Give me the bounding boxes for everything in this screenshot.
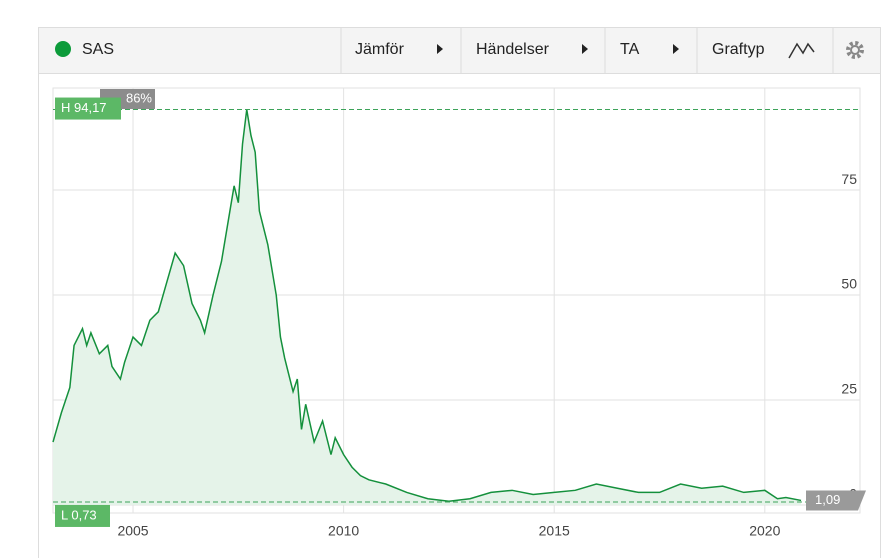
charttype-icon bbox=[788, 42, 815, 59]
ta-button[interactable]: TA bbox=[620, 41, 640, 58]
events-button[interactable]: Händelser bbox=[476, 41, 550, 58]
high-label: H 94,17 bbox=[61, 100, 107, 115]
x-tick-label: 2005 bbox=[117, 523, 148, 539]
settings-icon[interactable] bbox=[846, 41, 864, 59]
x-tick-label: 2010 bbox=[328, 523, 359, 539]
low-label: L 0,73 bbox=[61, 507, 97, 522]
high-badge bbox=[55, 97, 121, 120]
gear-hub bbox=[850, 45, 860, 55]
area-fill bbox=[53, 109, 802, 506]
y-tick-label: 25 bbox=[841, 381, 857, 397]
caret bbox=[673, 44, 679, 54]
instrument-dot bbox=[55, 41, 71, 57]
toolbar bbox=[38, 27, 881, 74]
charttype-button[interactable]: Graftyp bbox=[712, 41, 765, 58]
gear bbox=[846, 41, 864, 59]
compare-button[interactable]: Jämför bbox=[355, 41, 405, 58]
x-tick-label: 2015 bbox=[539, 523, 570, 539]
low-badge bbox=[55, 504, 110, 527]
last-label: 1,09 bbox=[815, 492, 840, 507]
change-label: 86% bbox=[126, 90, 152, 105]
last-badge bbox=[806, 490, 866, 511]
y-tick-label: 75 bbox=[841, 171, 857, 187]
caret bbox=[582, 44, 588, 54]
y-tick-label: 50 bbox=[841, 276, 857, 292]
x-tick-label: 2020 bbox=[749, 523, 780, 539]
caret bbox=[437, 44, 443, 54]
plot: 2005201020152020025507586%H 94,17L 0,731… bbox=[52, 87, 866, 539]
instrument-name[interactable]: SAS bbox=[82, 41, 114, 58]
price-line bbox=[52, 109, 802, 502]
